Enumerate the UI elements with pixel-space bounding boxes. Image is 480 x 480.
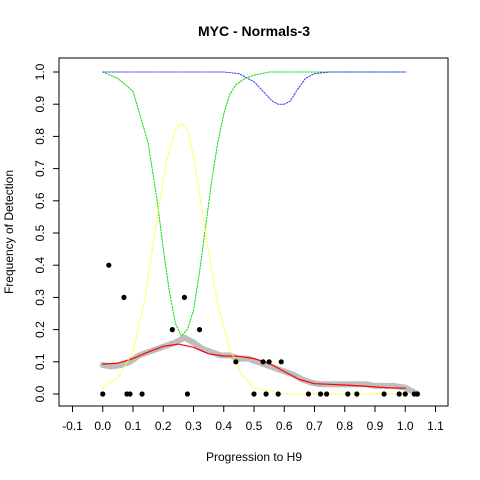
dotted-curve-green — [103, 72, 406, 336]
data-point — [403, 391, 408, 396]
data-point — [170, 327, 175, 332]
data-point — [279, 359, 284, 364]
data-point — [354, 391, 359, 396]
data-point — [197, 327, 202, 332]
y-tick-label: 0.4 — [33, 257, 47, 274]
x-tick-label: 0.3 — [185, 419, 202, 433]
y-axis-ticks: 0.0 0.1 0.2 0.3 0.4 0.5 0.6 0.7 0.8 0.9 1.0 — [33, 63, 59, 402]
x-tick-label: 1.0 — [397, 419, 414, 433]
data-point — [415, 391, 420, 396]
data-point — [324, 391, 329, 396]
data-point — [381, 391, 386, 396]
data-point — [106, 263, 111, 268]
data-point — [127, 391, 132, 396]
y-tick-label: 0.8 — [33, 128, 47, 145]
data-point — [233, 359, 238, 364]
x-tick-label: 1.1 — [427, 419, 444, 433]
y-axis-label: Frequency of Detection — [2, 170, 16, 294]
x-tick-label: 0.9 — [367, 419, 384, 433]
x-tick-label: 0.4 — [215, 419, 232, 433]
data-point — [251, 391, 256, 396]
x-tick-label: 0.5 — [246, 419, 263, 433]
data-point — [121, 295, 126, 300]
data-point — [185, 391, 190, 396]
x-tick-label: 0.2 — [155, 419, 172, 433]
data-point — [397, 391, 402, 396]
y-tick-label: 0.1 — [33, 353, 47, 370]
data-point — [260, 359, 265, 364]
x-tick-label: -0.1 — [62, 419, 83, 433]
x-tick-label: 0.7 — [306, 419, 323, 433]
data-point — [318, 391, 323, 396]
y-tick-label: 0.5 — [33, 224, 47, 241]
data-point — [139, 391, 144, 396]
y-tick-label: 0.7 — [33, 160, 47, 177]
data-point — [100, 391, 105, 396]
data-point — [182, 295, 187, 300]
data-point — [276, 391, 281, 396]
y-tick-label: 0.0 — [33, 385, 47, 402]
data-point — [306, 391, 311, 396]
x-axis-ticks: -0.1 0.0 0.1 0.2 0.3 0.4 0.5 0.6 0.7 0.8 0.9 1.0 1.1 — [62, 406, 444, 433]
x-tick-label: 0.8 — [336, 419, 353, 433]
y-tick-label: 1.0 — [33, 63, 47, 80]
y-tick-label: 0.9 — [33, 96, 47, 113]
x-tick-label: 0.1 — [125, 419, 142, 433]
y-tick-label: 0.3 — [33, 289, 47, 306]
data-point — [264, 391, 269, 396]
data-point — [267, 359, 272, 364]
y-tick-label: 0.6 — [33, 192, 47, 209]
chart-title: MYC - Normals-3 — [198, 23, 310, 39]
smooth-band-series — [103, 338, 418, 394]
dotted-curve-blue — [103, 72, 406, 104]
data-point — [345, 391, 350, 396]
data-points — [100, 263, 420, 397]
x-tick-label: 0.0 — [94, 419, 111, 433]
plot-frame — [59, 58, 448, 406]
x-axis-label: Progression to H9 — [206, 450, 302, 464]
y-tick-label: 0.2 — [33, 321, 47, 338]
series-layer — [103, 72, 418, 394]
x-tick-label: 0.6 — [276, 419, 293, 433]
